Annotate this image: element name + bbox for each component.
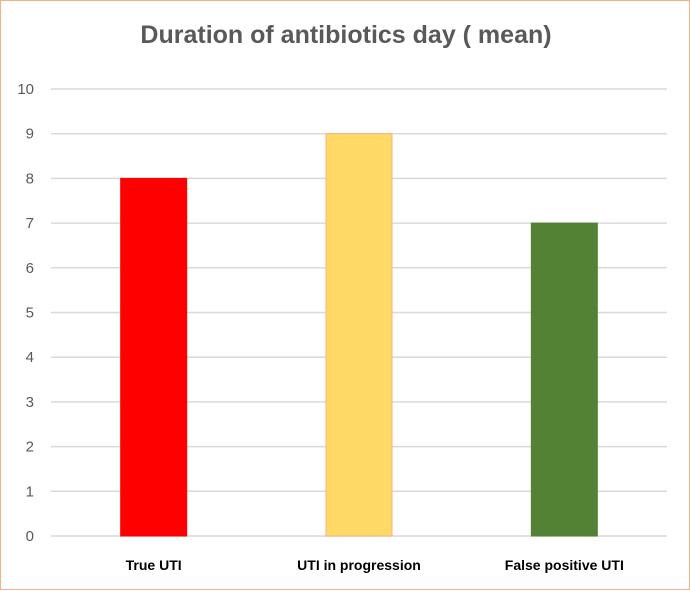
y-tick-label: 2	[26, 439, 34, 456]
y-tick-label: 3	[26, 394, 34, 411]
y-tick-label: 6	[26, 260, 34, 277]
y-tick-label: 1	[26, 483, 34, 500]
y-tick-label: 0	[26, 528, 34, 545]
y-tick-label: 10	[17, 81, 34, 98]
bar	[530, 222, 598, 537]
y-tick-label: 5	[26, 305, 34, 322]
bar	[325, 133, 393, 537]
y-tick-label: 4	[26, 349, 34, 366]
chart-title: Duration of antibiotics day ( mean)	[140, 21, 552, 49]
y-tick-label: 8	[26, 170, 34, 187]
bar	[120, 177, 188, 537]
x-tick-label: False positive UTI	[505, 557, 624, 573]
x-tick-label: UTI in progression	[297, 557, 421, 573]
y-tick-label: 9	[26, 126, 34, 143]
y-tick-label: 7	[26, 215, 34, 232]
x-tick-label: True UTI	[126, 557, 182, 573]
